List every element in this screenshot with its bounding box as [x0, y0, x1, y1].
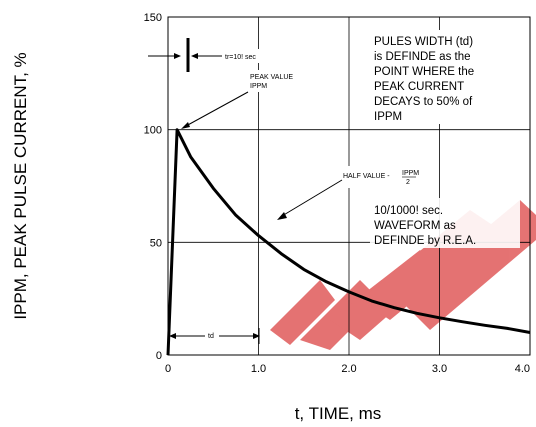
plot-frame [167, 16, 531, 356]
x-tick-label: 4.0 [515, 363, 530, 375]
y-axis-label: IPPM, PEAK PULSE CURRENT, % [11, 52, 30, 319]
pulse-width-note: PULES WIDTH (td) is DEFINDE as the POINT… [370, 30, 494, 124]
rise-time-marker: tr=10! sec [148, 38, 280, 72]
waveform-line-3: DEFINDE by R.E.A. [374, 235, 476, 247]
peak-value-callout: PEAK VALUE IPPM [181, 70, 308, 129]
y-tick-label: 150 [144, 12, 162, 24]
waveform-curve [166, 128, 531, 356]
half-value-label: HALF VALUE - [343, 173, 390, 180]
pulse-width-line-2: is DEFINDE as the [374, 51, 471, 63]
y-tick-label: 0 [156, 350, 162, 362]
td-label: td [208, 333, 214, 340]
x-tick-label: 1.0 [251, 363, 266, 375]
x-tick-labels: 0 1.0 2.0 3.0 4.0 [165, 363, 530, 375]
rise-time-label: tr=10! sec [225, 54, 256, 61]
pulse-width-line-1: PULES WIDTH (td) [374, 36, 473, 48]
waveform-line-1: 10/1000! sec. [374, 205, 443, 217]
x-axis-label: t, TIME, ms [295, 404, 382, 423]
pulse-width-line-5: DECAYS to 50% of [374, 96, 473, 108]
x-tick-label: 3.0 [432, 363, 447, 375]
peak-value-label: PEAK VALUE [250, 74, 293, 81]
pulse-width-line-6: IPPM [374, 111, 402, 123]
pulse-width-td-marker: td [169, 328, 260, 344]
x-tick-label: 0 [165, 363, 171, 375]
y-tick-label: 100 [144, 125, 162, 137]
pulse-width-line-3: POINT WHERE the [374, 66, 474, 78]
half-value-num: IPPM [402, 170, 419, 177]
y-tick-label: 50 [150, 237, 162, 249]
half-value-callout: HALF VALUE - IPPM 2 [277, 166, 432, 220]
x-tick-label: 2.0 [341, 363, 356, 375]
pulse-width-line-4: PEAK CURRENT [374, 81, 464, 93]
waveform-note: 10/1000! sec. WAVEFORM as DEFINDE by R.E… [370, 198, 520, 248]
peak-value-sub: IPPM [250, 83, 267, 90]
waveform-line-2: WAVEFORM as [374, 220, 456, 232]
half-value-den: 2 [406, 179, 410, 186]
y-tick-labels: 0 50 100 150 [144, 12, 162, 362]
